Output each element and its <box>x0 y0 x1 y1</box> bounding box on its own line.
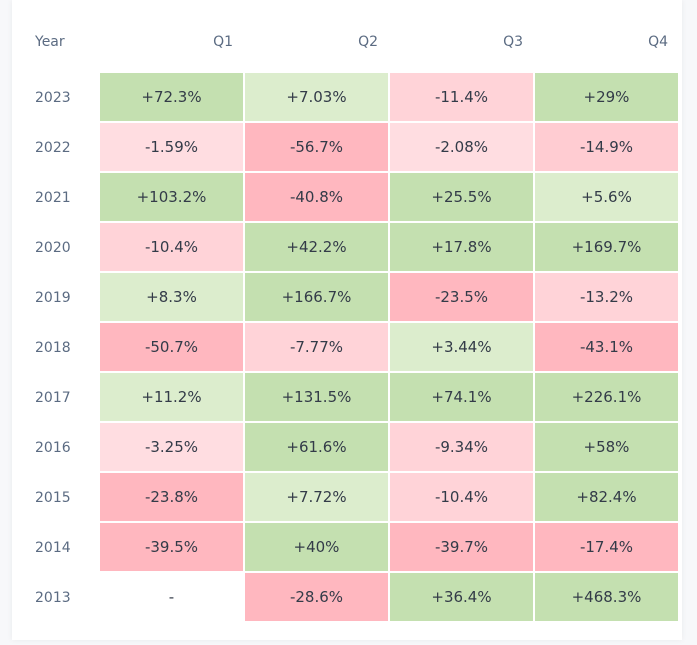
return-cell: +29% <box>535 73 678 121</box>
header-quarter: Q3 <box>503 34 523 50</box>
return-cell: +58% <box>535 423 678 471</box>
return-cell: -10.4% <box>100 223 243 271</box>
return-cell: +7.03% <box>245 73 388 121</box>
return-cell: -7.77% <box>245 323 388 371</box>
return-cell: -17.4% <box>535 523 678 571</box>
header-quarter: Q4 <box>648 34 668 50</box>
return-cell: -28.6% <box>245 573 388 621</box>
return-cell: +468.3% <box>535 573 678 621</box>
row-year: 2015 <box>35 490 71 506</box>
return-cell: -50.7% <box>100 323 243 371</box>
return-cell: - <box>100 573 243 621</box>
table-card: Year Q1 Q2 Q3 Q4 2023 +72.3% +7.03% -11.4% +29% 20… <box>12 0 682 640</box>
return-cell: -2.08% <box>390 123 533 171</box>
return-cell: +103.2% <box>100 173 243 221</box>
return-cell: +40% <box>245 523 388 571</box>
return-cell: -56.7% <box>245 123 388 171</box>
return-cell: +5.6% <box>535 173 678 221</box>
row-year: 2021 <box>35 190 71 206</box>
return-cell: +8.3% <box>100 273 243 321</box>
header-year: Year <box>35 34 65 50</box>
return-cell: -10.4% <box>390 473 533 521</box>
return-cell: +17.8% <box>390 223 533 271</box>
return-cell: +169.7% <box>535 223 678 271</box>
header-quarter: Q2 <box>358 34 378 50</box>
return-cell: -43.1% <box>535 323 678 371</box>
row-year: 2022 <box>35 140 71 156</box>
return-cell: -23.5% <box>390 273 533 321</box>
row-year: 2023 <box>35 90 71 106</box>
row-year: 2020 <box>35 240 71 256</box>
row-year: 2018 <box>35 340 71 356</box>
row-year: 2017 <box>35 390 71 406</box>
return-cell: +82.4% <box>535 473 678 521</box>
return-cell: +25.5% <box>390 173 533 221</box>
return-cell: +72.3% <box>100 73 243 121</box>
return-cell: -40.8% <box>245 173 388 221</box>
return-cell: +3.44% <box>390 323 533 371</box>
return-cell: -14.9% <box>535 123 678 171</box>
return-cell: +226.1% <box>535 373 678 421</box>
return-cell: -39.5% <box>100 523 243 571</box>
return-cell: -3.25% <box>100 423 243 471</box>
header-quarter: Q1 <box>213 34 233 50</box>
return-cell: +42.2% <box>245 223 388 271</box>
return-cell: -39.7% <box>390 523 533 571</box>
return-cell: -1.59% <box>100 123 243 171</box>
return-cell: -13.2% <box>535 273 678 321</box>
return-cell: +131.5% <box>245 373 388 421</box>
return-cell: -9.34% <box>390 423 533 471</box>
return-cell: +36.4% <box>390 573 533 621</box>
row-year: 2019 <box>35 290 71 306</box>
return-cell: -11.4% <box>390 73 533 121</box>
row-year: 2014 <box>35 540 71 556</box>
row-year: 2013 <box>35 590 71 606</box>
return-cell: +74.1% <box>390 373 533 421</box>
row-year: 2016 <box>35 440 71 456</box>
return-cell: +11.2% <box>100 373 243 421</box>
return-cell: +61.6% <box>245 423 388 471</box>
return-cell: +7.72% <box>245 473 388 521</box>
return-cell: -23.8% <box>100 473 243 521</box>
return-cell: +166.7% <box>245 273 388 321</box>
